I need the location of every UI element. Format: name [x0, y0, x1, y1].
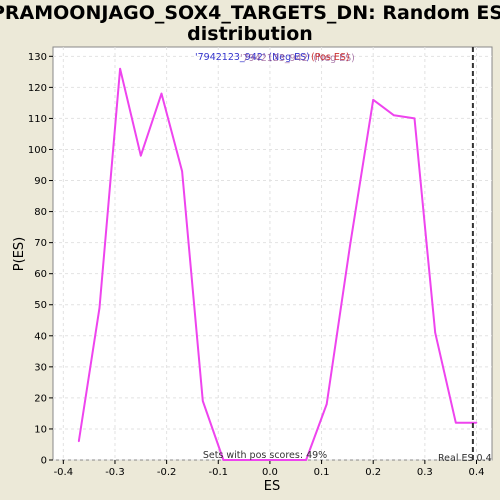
plot-area	[52, 46, 493, 461]
chart-title-line1: PRAMOONJAGO_SOX4_TARGETS_DN: Random ES	[0, 2, 500, 24]
data-point	[372, 98, 375, 101]
series-layer	[77, 67, 478, 461]
real-es-label: Real ES 0.4	[438, 453, 492, 464]
data-point	[263, 459, 266, 461]
legend-neg-label: '7942123_942' (Neg ES)	[195, 52, 310, 63]
y-tick-label: 0	[41, 456, 47, 467]
y-tick-label: 10	[34, 424, 47, 435]
x-tick-label: -0.3	[105, 467, 125, 478]
legend-overlap-label: '7942123_942' (Neg ES)	[240, 53, 355, 64]
data-point	[325, 403, 328, 405]
data-point	[349, 244, 351, 247]
data-point	[284, 459, 287, 461]
data-point	[78, 440, 80, 443]
y-tick-label: 130	[28, 52, 47, 63]
y-tick-label: 50	[34, 300, 47, 311]
y-tick-label: 60	[34, 269, 47, 280]
data-point	[119, 67, 121, 70]
grid	[53, 47, 492, 461]
data-point	[140, 154, 142, 157]
y-axis: 0 10 20 30 40 50 60 70 80 90 100 110 120 130	[28, 52, 53, 467]
y-axis-label: P(ES)	[12, 237, 27, 271]
legend-pos-label: (Pos ES)	[311, 52, 350, 63]
y-tick-label: 80	[34, 207, 47, 218]
y-tick-label: 40	[34, 331, 47, 342]
x-axis: -0.4 -0.3 -0.2 -0.1 0.0 0.1 0.2 0.3 0.4	[54, 460, 485, 478]
data-point	[305, 459, 307, 461]
y-tick-label: 70	[34, 238, 47, 249]
data-point	[434, 331, 436, 334]
data-point	[243, 459, 245, 461]
data-point	[413, 117, 416, 120]
x-tick-label: -0.4	[54, 467, 74, 478]
x-tick-label: -0.1	[209, 467, 229, 478]
data-point	[98, 307, 101, 309]
data-point	[475, 421, 478, 424]
y-tick-label: 100	[28, 145, 47, 156]
x-tick-label: 0.3	[417, 467, 433, 478]
data-point	[455, 421, 457, 424]
series-line-0	[77, 67, 477, 461]
x-tick-label: 0.0	[262, 467, 278, 478]
chart-title-line2: distribution	[187, 23, 313, 45]
x-tick-label: 0.4	[469, 467, 485, 478]
y-tick-label: 90	[34, 176, 47, 187]
y-tick-label: 30	[34, 362, 47, 373]
y-tick-label: 20	[34, 393, 47, 404]
y-tick-label: 110	[28, 114, 47, 125]
x-tick-label: 0.2	[365, 467, 381, 478]
data-point	[393, 114, 395, 117]
x-tick-label: -0.2	[157, 467, 177, 478]
pos-scores-annotation: Sets with pos scores: 49%	[203, 450, 327, 461]
data-point	[160, 92, 163, 95]
data-point	[201, 400, 204, 402]
data-point	[181, 170, 183, 173]
y-tick-label: 120	[28, 83, 47, 94]
x-tick-label: 0.1	[314, 467, 330, 478]
legend: '7942123_942' (Neg ES) '7942123_942' (Ne…	[195, 52, 355, 64]
x-axis-label: ES	[264, 479, 280, 494]
data-point	[222, 459, 225, 461]
